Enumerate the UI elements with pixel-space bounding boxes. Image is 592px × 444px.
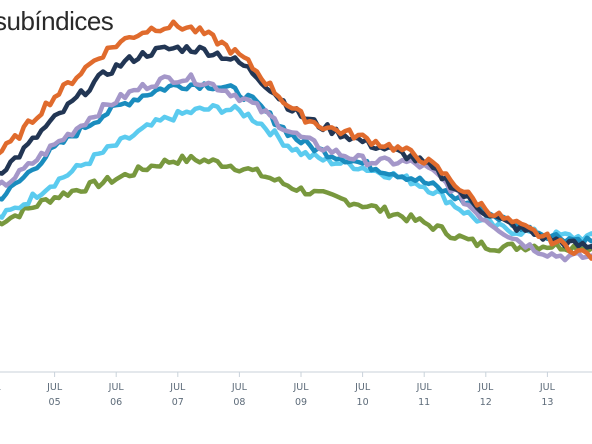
x-tick-label-year: 09 <box>295 397 307 408</box>
x-tick-label-year: 07 <box>172 397 184 408</box>
x-tick-label-month: JUL <box>477 382 494 393</box>
x-tick-label-year: 06 <box>110 397 122 408</box>
x-tick-label-month: JUL <box>354 382 371 393</box>
series-layer <box>0 19 592 263</box>
x-tick-label-month: JUL <box>108 382 125 393</box>
x-tick-label-month: JUL <box>416 382 433 393</box>
x-tick-label-year: 13 <box>541 397 553 408</box>
x-tick-label-month: JUL <box>231 382 248 393</box>
x-tick-label-month: JUL <box>292 382 309 393</box>
x-tick-label-month: JUL <box>539 382 556 393</box>
x-tick-label-month: JUL <box>0 382 1 393</box>
x-tick-layer: JUL JUL 05 JUL 06 JUL 07 JUL 08 JUL 09 JUL 10 JUL 11 JU… <box>0 372 556 408</box>
x-tick-label-month: JUL <box>46 382 63 393</box>
x-tick-label-year: 10 <box>357 397 369 408</box>
series-line-4 <box>0 72 592 263</box>
series-line-1 <box>0 153 592 254</box>
x-tick-label-year: 11 <box>418 397 430 408</box>
series-line-2 <box>0 103 592 243</box>
x-tick-label-year: 08 <box>233 397 245 408</box>
chart-title: subíndices <box>0 6 114 36</box>
series-line-6 <box>0 19 592 261</box>
x-tick-label-year: 12 <box>480 397 492 408</box>
x-tick-label-month: JUL <box>169 382 186 393</box>
x-tick-label-year: 05 <box>49 397 61 408</box>
